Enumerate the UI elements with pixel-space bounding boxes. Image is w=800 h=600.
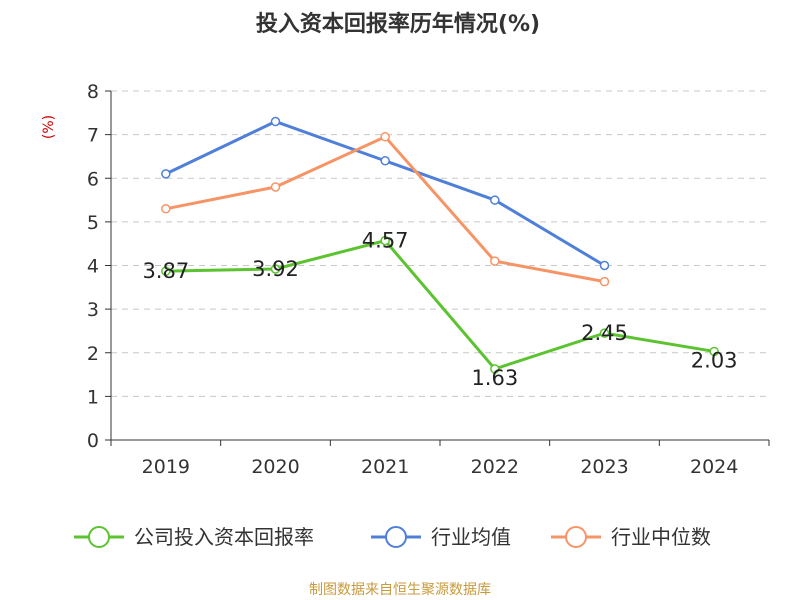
data-point[interactable] [599,328,610,338]
data-point[interactable] [270,182,281,192]
legend: 公司投入资本回报率 行业均值 行业中位数 [74,525,711,549]
legend-marker [385,526,407,548]
legend-label: 行业均值 [431,525,511,549]
data-point[interactable] [380,156,390,166]
data-point[interactable] [709,346,719,357]
data-label: 1.63 [471,366,518,390]
series-0 [161,235,719,374]
data-label: 3.92 [252,257,299,281]
legend-item[interactable]: 行业均值 [371,525,511,549]
source-note: 制图数据来自恒生聚源数据库 [309,582,491,598]
data-point[interactable] [490,256,500,266]
data-point[interactable] [161,266,171,276]
x-tick-label: 2024 [690,456,738,478]
series-1 [161,116,610,271]
data-point[interactable] [270,116,281,127]
chart-title: 投入资本回报率历年情况(%) [256,11,540,37]
data-label: 2.03 [691,348,738,372]
y-tick-label: 6 [87,168,99,190]
data-point[interactable] [490,195,500,205]
data-point[interactable] [599,260,610,271]
data-point[interactable] [380,132,390,142]
series-lines [161,116,719,374]
data-label: 2.45 [581,321,628,345]
grid-lines [111,90,769,397]
x-tick-label: 2022 [471,456,519,478]
x-tick-label: 2020 [251,456,299,478]
data-label: 4.57 [362,229,409,253]
legend-item[interactable]: 行业中位数 [551,525,711,549]
y-tick-label: 4 [87,256,99,278]
data-point[interactable] [270,264,281,274]
legend-marker [88,526,110,548]
legend-item[interactable]: 公司投入资本回报率 [74,525,314,549]
data-point[interactable] [599,276,610,287]
legend-label: 公司投入资本回报率 [134,525,314,549]
legend-marker [565,526,587,548]
data-point[interactable] [161,169,171,179]
legend-label: 行业中位数 [611,525,711,549]
x-tick-label: 2023 [580,456,628,478]
series-2 [161,132,610,287]
data-point[interactable] [490,364,500,374]
data-point[interactable] [161,204,171,214]
x-tick-label: 2021 [361,456,409,478]
y-tick-label: 3 [87,299,99,321]
y-tick-label: 0 [87,430,99,452]
axes [105,90,770,446]
y-tick-label: 1 [87,386,99,408]
y-axis-unit-label: (%) [41,115,57,139]
y-tick-label: 2 [87,343,99,365]
data-label: 3.87 [142,259,189,283]
y-tick-label: 8 [87,81,99,103]
y-tick-labels: 0 1 2 3 4 5 6 7 8 [87,81,99,452]
y-tick-label: 5 [87,212,99,234]
y-tick-label: 7 [87,125,99,147]
data-labels: 3.87 3.92 4.57 1.63 2.45 2.03 [142,229,737,390]
series-line [165,239,715,371]
x-tick-label: 2019 [142,456,190,478]
x-tick-labels: 2019 2020 2021 2022 2023 2024 [142,456,739,478]
data-point[interactable] [380,235,390,246]
